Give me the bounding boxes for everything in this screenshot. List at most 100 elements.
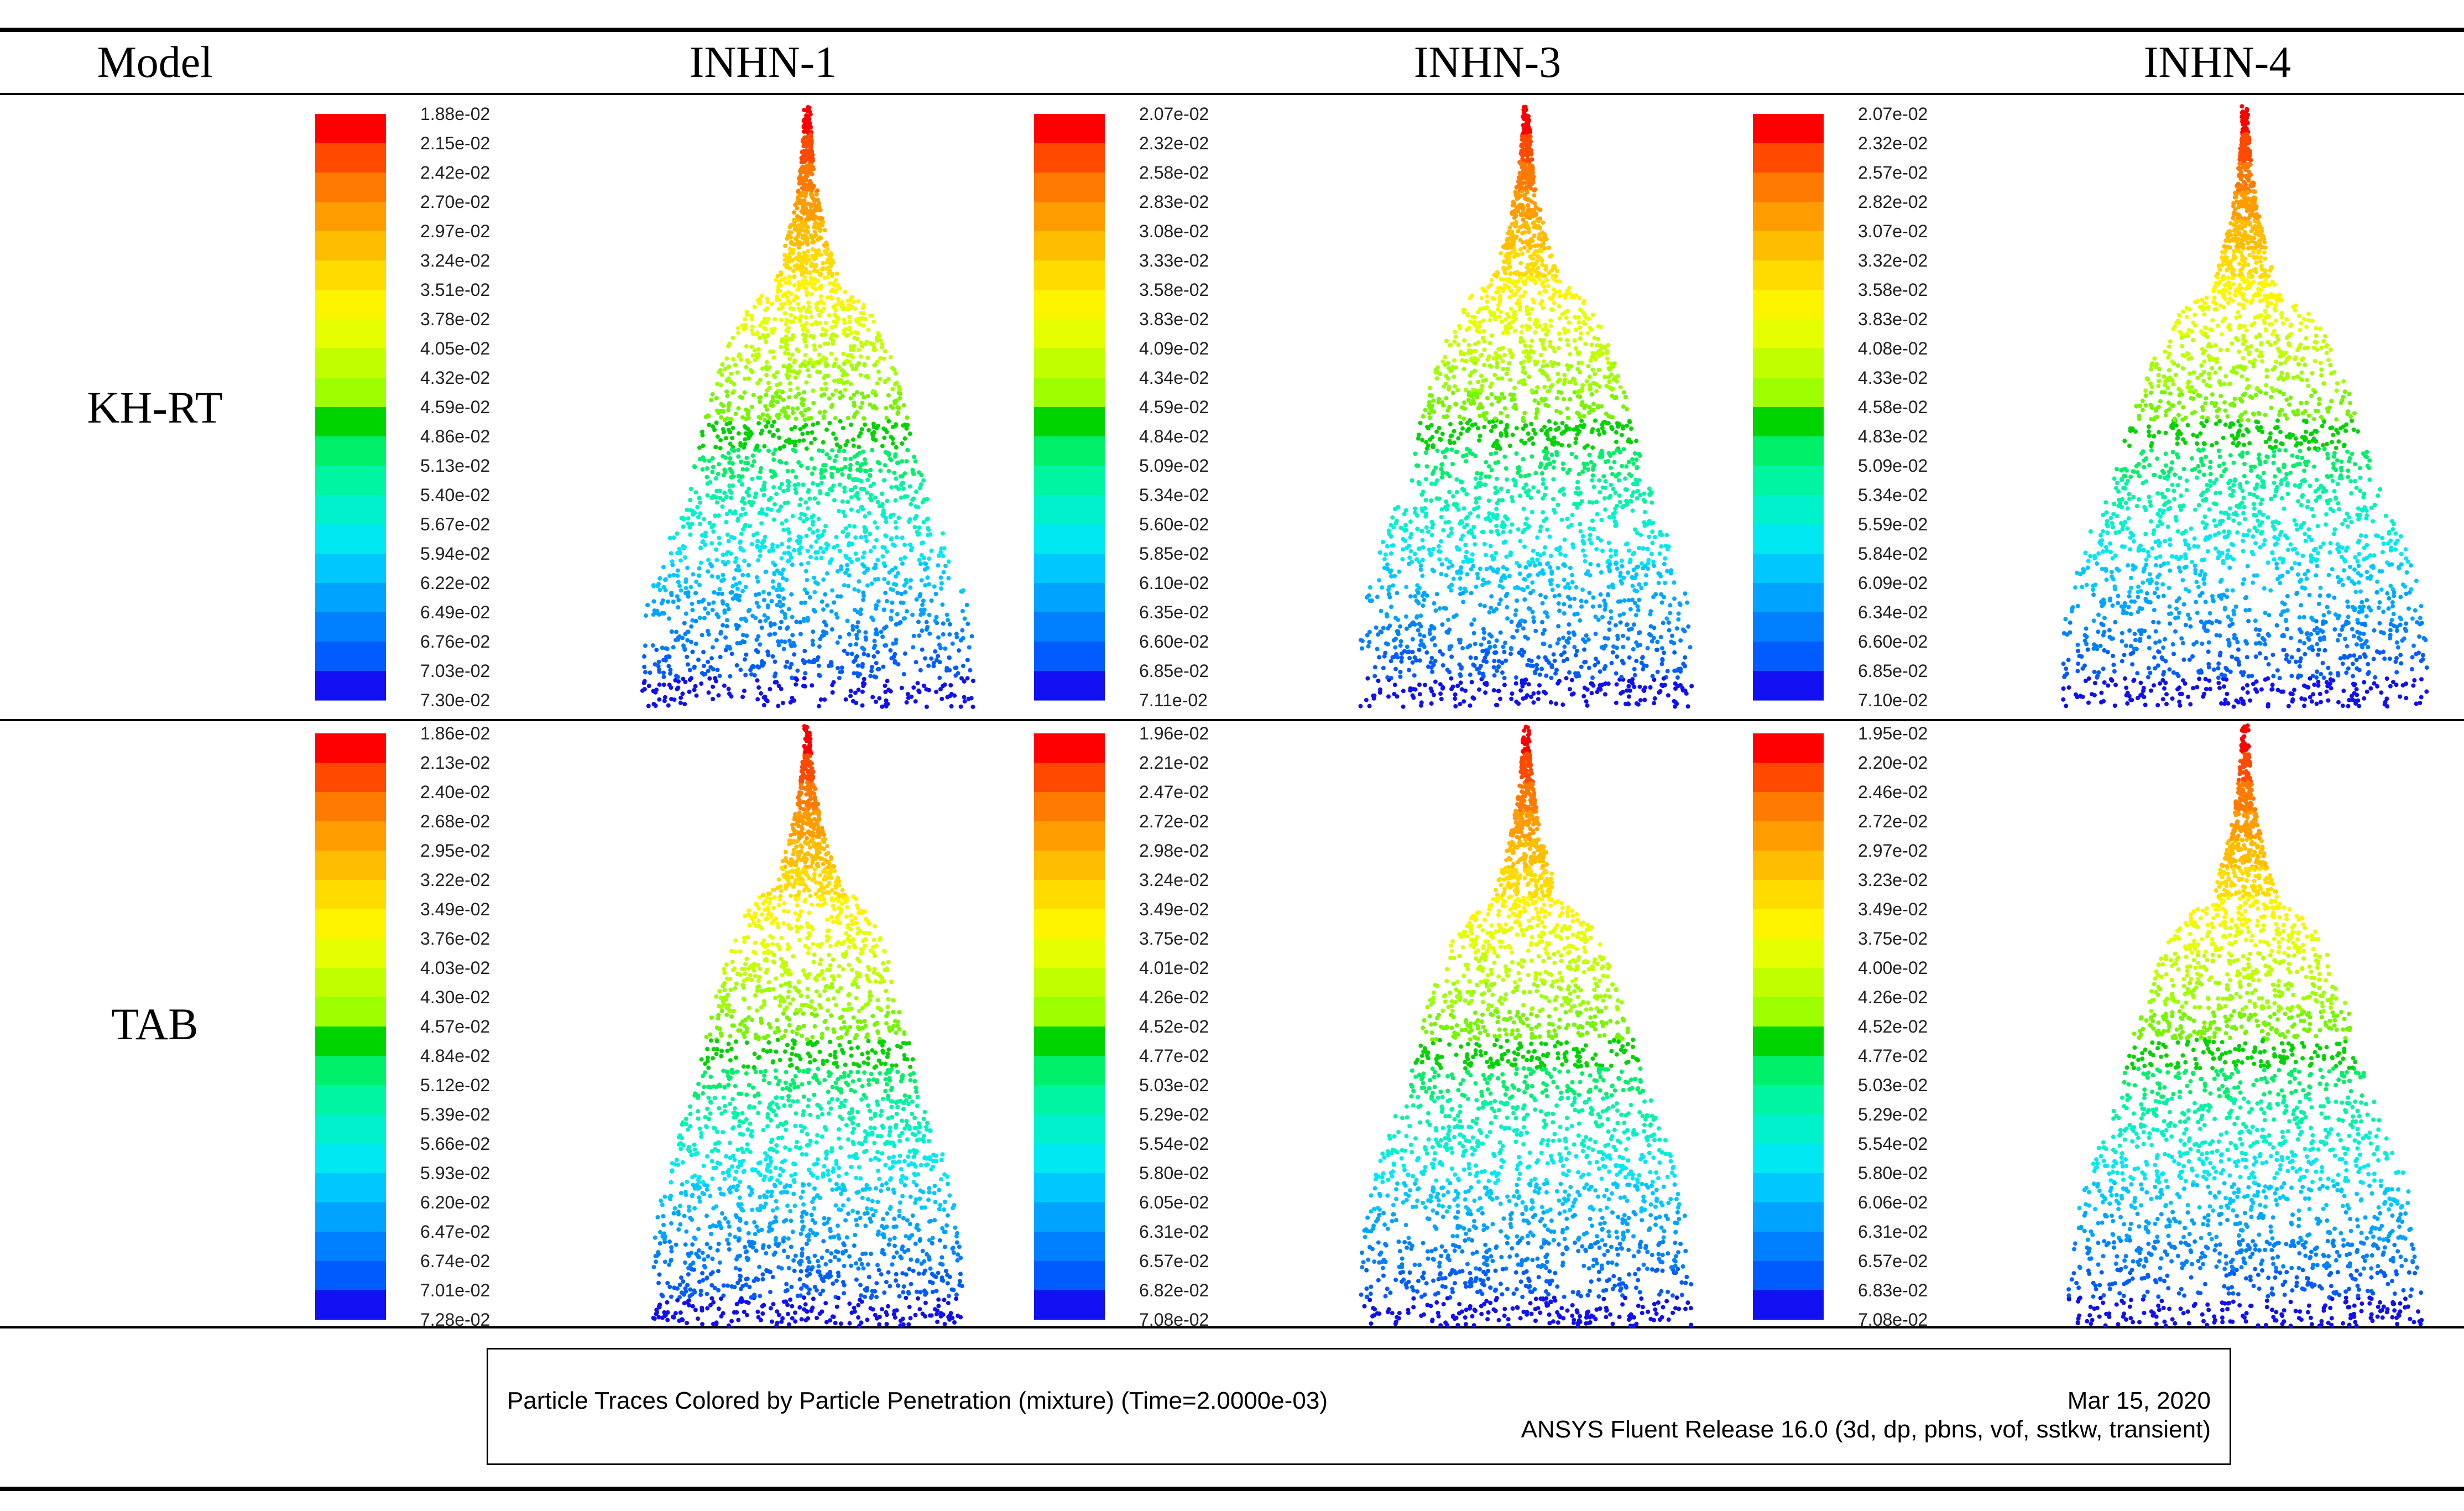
spray-particle xyxy=(1473,348,1478,353)
spray-particle xyxy=(1393,645,1398,650)
spray-particle xyxy=(1635,589,1639,593)
spray-particle xyxy=(1549,675,1554,680)
spray-particle xyxy=(895,405,900,410)
spray-particle xyxy=(1528,163,1533,168)
spray-particle xyxy=(798,497,803,502)
spray-particle xyxy=(1574,436,1579,441)
spray-particle xyxy=(965,676,970,681)
spray-particle xyxy=(792,425,797,430)
spray-particle xyxy=(895,612,900,617)
spray-particle xyxy=(890,587,895,592)
spray-particle xyxy=(781,293,786,298)
spray-particle xyxy=(847,573,852,578)
spray-particle xyxy=(1507,574,1512,579)
spray-particle xyxy=(1548,318,1553,323)
spray-particle xyxy=(1393,507,1397,512)
spray-particle xyxy=(815,188,820,193)
spray-particle xyxy=(1642,697,1647,702)
spray-particle xyxy=(740,415,745,420)
spray-particle xyxy=(1526,355,1530,360)
spray-particle xyxy=(1641,546,1646,551)
spray-particle xyxy=(960,608,965,613)
spray-particle xyxy=(1511,281,1516,286)
spray-particle xyxy=(1509,619,1514,624)
spray-particle xyxy=(787,381,792,386)
spray-particle xyxy=(1468,655,1473,660)
spray-particle xyxy=(855,461,860,466)
spray-particle xyxy=(762,316,767,321)
spray-particle xyxy=(884,599,889,603)
spray-particle xyxy=(744,489,749,494)
spray-particle xyxy=(966,696,971,701)
spray-particle xyxy=(777,458,782,463)
spray-particle xyxy=(1452,384,1457,389)
spray-particle xyxy=(811,360,816,365)
spray-particle xyxy=(1409,532,1414,536)
spray-particle xyxy=(875,424,880,428)
spray-particle xyxy=(808,334,813,338)
spray-particle xyxy=(1435,449,1440,453)
spray-particle xyxy=(1554,409,1559,414)
spray-particle xyxy=(780,609,785,614)
spray-particle xyxy=(787,275,792,280)
colorbar-tick-label: 5.94e-02 xyxy=(420,544,490,564)
spray-particle xyxy=(897,621,902,626)
spray-particle xyxy=(1569,364,1574,369)
spray-particle xyxy=(1538,464,1543,469)
spray-particle xyxy=(1610,650,1615,655)
spray-particle xyxy=(899,685,904,690)
spray-particle xyxy=(1668,571,1673,576)
spray-particle xyxy=(829,253,834,258)
spray-particle xyxy=(726,607,731,612)
spray-particle xyxy=(755,531,760,536)
spray-particle xyxy=(1557,279,1562,284)
spray-particle xyxy=(723,366,728,371)
spray-particle xyxy=(831,431,836,436)
spray-particle xyxy=(819,555,824,560)
spray-particle xyxy=(1546,389,1551,394)
spray-particle xyxy=(804,343,809,348)
spray-particle xyxy=(1433,643,1437,648)
spray-particle xyxy=(765,300,770,305)
spray-particle xyxy=(743,657,747,662)
spray-particle xyxy=(1376,679,1381,683)
spray-particle xyxy=(693,591,698,596)
spray-particle xyxy=(1525,153,1530,158)
spray-particle xyxy=(1638,698,1643,703)
spray-particle xyxy=(1536,224,1541,229)
spray-particle xyxy=(1548,324,1553,329)
spray-particle xyxy=(902,651,907,656)
spray-particle xyxy=(756,558,761,563)
spray-particle xyxy=(817,205,822,210)
spray-particle xyxy=(1522,180,1527,185)
spray-particle xyxy=(800,397,805,402)
spray-particle xyxy=(671,535,676,540)
spray-particle xyxy=(911,496,916,501)
spray-particle xyxy=(763,534,768,539)
spray-particle xyxy=(772,631,777,636)
spray-particle xyxy=(1535,409,1540,414)
spray-particle xyxy=(792,483,797,488)
spray-particle xyxy=(1519,438,1524,443)
spray-particle xyxy=(859,427,864,432)
spray-particle xyxy=(679,515,684,520)
spray-particle xyxy=(1659,661,1664,666)
spray-particle xyxy=(761,493,766,498)
spray-particle xyxy=(1539,471,1544,476)
spray-particle xyxy=(1508,392,1513,397)
spray-particle xyxy=(814,192,819,197)
spray-particle xyxy=(1439,571,1444,576)
spray-particle xyxy=(690,649,695,654)
spray-particle xyxy=(1588,533,1593,538)
spray-particle xyxy=(787,638,792,643)
spray-particle xyxy=(920,602,925,607)
spray-particle xyxy=(1575,505,1580,510)
spray-particle xyxy=(813,320,818,325)
spray-particle xyxy=(765,388,770,393)
spray-particle xyxy=(842,449,847,454)
spray-particle xyxy=(1599,570,1604,575)
colorbar-swatch xyxy=(1034,173,1105,202)
spray-particle xyxy=(749,541,754,546)
spray-particle xyxy=(1484,305,1489,310)
spray-particle xyxy=(665,647,670,652)
